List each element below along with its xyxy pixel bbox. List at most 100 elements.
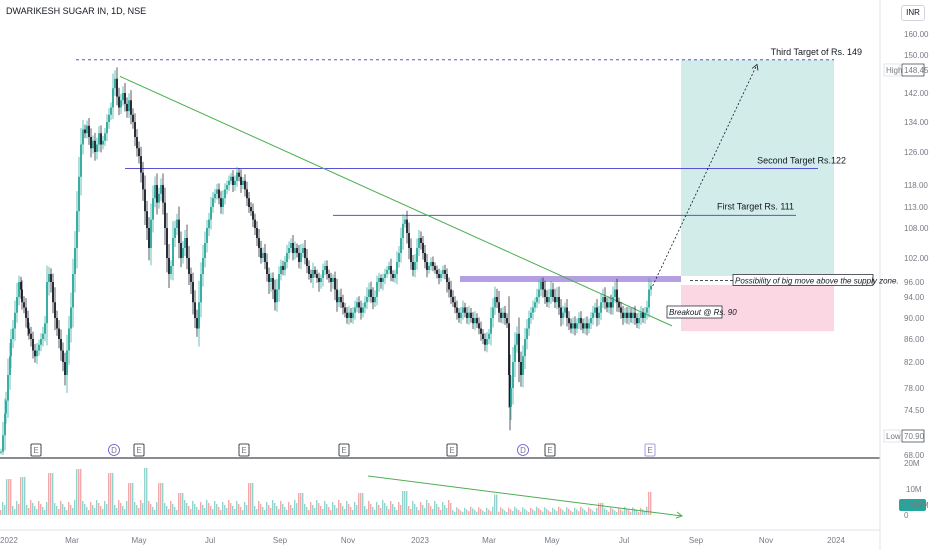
candle-body [636, 318, 638, 324]
volume-bar [442, 502, 444, 515]
candle-body [60, 339, 62, 351]
candle-body [562, 312, 564, 318]
candle-body [316, 274, 318, 278]
high-value: 148.45 [904, 66, 929, 75]
earnings-marker[interactable] [238, 443, 250, 457]
profit-target-zone[interactable] [681, 59, 834, 276]
candle-body [616, 289, 618, 303]
volume-bar [302, 493, 304, 515]
candle-body [570, 323, 572, 329]
candle-body [498, 302, 500, 313]
volume-trendline[interactable] [367, 475, 683, 517]
volume-bar [432, 509, 434, 515]
dividend-marker[interactable] [517, 444, 529, 456]
x-tick-label: Jul [619, 536, 629, 545]
volume-bar [254, 506, 256, 515]
candle-body [468, 312, 470, 318]
candle-body [442, 270, 444, 274]
candle-body [508, 323, 510, 375]
volume-bar [394, 507, 396, 515]
earnings-marker[interactable] [446, 443, 458, 457]
earnings-marker[interactable] [338, 443, 350, 457]
candle-body [396, 262, 398, 274]
volume-bar [260, 504, 262, 515]
candle-body [98, 133, 100, 145]
volume-bar [96, 500, 98, 515]
volume-bar [528, 512, 530, 515]
volume-bar [466, 509, 468, 515]
earnings-marker[interactable] [133, 443, 145, 457]
volume-bar [218, 507, 220, 515]
candle-body [620, 307, 622, 313]
candle-body [438, 274, 440, 278]
y-tick-label: 113.00 [904, 203, 928, 212]
volume-bar [618, 507, 620, 515]
volume-bar [232, 506, 234, 515]
dividend-marker[interactable] [108, 444, 120, 456]
candle-body [252, 211, 254, 220]
volume-bar [156, 502, 158, 515]
volume-bar [406, 491, 408, 515]
volume-bar [602, 502, 604, 515]
candle-body [548, 297, 550, 303]
candle-body [564, 307, 566, 313]
candle-body [204, 243, 206, 258]
candle-body [454, 302, 456, 308]
candle-body [356, 302, 358, 308]
volume-bar [508, 507, 510, 515]
earnings-marker[interactable] [644, 443, 656, 457]
volume-bar [598, 502, 600, 515]
volume-bar [306, 507, 308, 515]
candle-body [638, 318, 640, 324]
low-tag-box [883, 429, 901, 443]
candle-body [614, 289, 616, 297]
volume-bar [374, 510, 376, 515]
candle-body [180, 243, 182, 258]
projection-path[interactable] [650, 64, 758, 290]
candle-body [222, 198, 224, 207]
volume-bar [204, 508, 206, 515]
candle-body [524, 339, 526, 357]
candle-body [418, 238, 420, 248]
volume-bar [184, 500, 186, 515]
low-tag: Low [886, 432, 901, 441]
candle-body [514, 344, 516, 362]
earnings-marker[interactable] [544, 443, 556, 457]
earnings-marker-label: E [136, 446, 141, 455]
volume-bar [388, 509, 390, 515]
candle-body [546, 297, 548, 303]
descending-trendline[interactable] [119, 75, 673, 327]
candle-body [402, 223, 404, 238]
candle-body [462, 307, 464, 313]
volume-bar [544, 507, 546, 515]
volume-bar [316, 500, 318, 515]
candle-body [509, 375, 511, 407]
volume-bar [34, 506, 36, 515]
candle-body [574, 323, 576, 329]
volume-bar [444, 505, 446, 515]
candle-body [250, 207, 252, 212]
volume-bar [164, 503, 166, 515]
currency-selector[interactable]: INR [901, 5, 925, 21]
candle-body [544, 289, 546, 297]
candle-body [130, 100, 132, 115]
volume-bar [488, 509, 490, 515]
candle-body [618, 302, 620, 308]
volume-bar [348, 504, 350, 515]
earnings-marker[interactable] [30, 443, 42, 457]
candle-body [256, 228, 258, 238]
volume-bar [620, 509, 622, 515]
candle-body [44, 323, 46, 334]
candle-body [380, 278, 382, 282]
volume-bar [224, 505, 226, 515]
candle-body [590, 318, 592, 324]
volume-bar [422, 505, 424, 515]
supply-zone[interactable] [460, 276, 681, 282]
volume-bar [614, 510, 616, 515]
volume-bar [576, 509, 578, 515]
y-tick-label: 160.00 [904, 30, 929, 39]
x-tick-label: Nov [341, 536, 355, 545]
volume-bar [556, 511, 558, 515]
volume-bar [288, 502, 290, 515]
